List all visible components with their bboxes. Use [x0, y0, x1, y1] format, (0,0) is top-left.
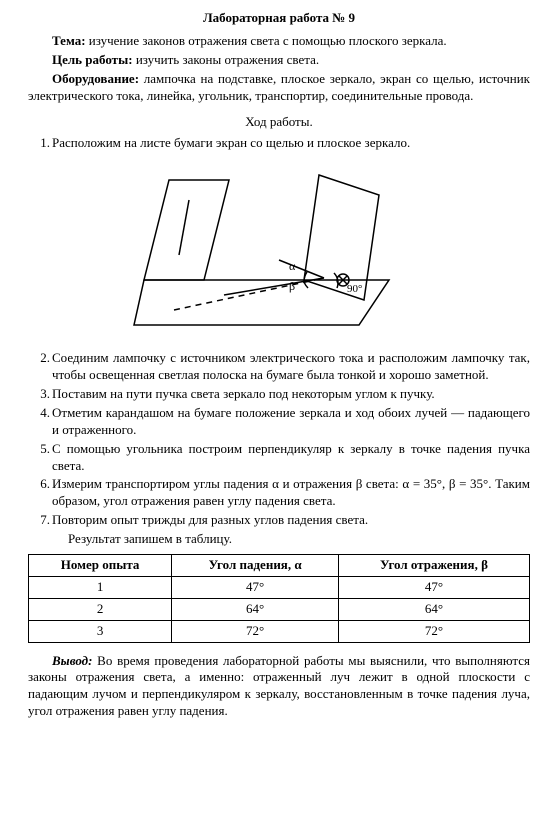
cell: 1: [29, 576, 172, 598]
conclusion-label: Вывод:: [52, 653, 92, 668]
cell: 3: [29, 620, 172, 642]
theme-paragraph: Тема: изучение законов отражения света с…: [28, 33, 530, 50]
procedure-heading: Ход работы.: [28, 114, 530, 131]
theme-label: Тема:: [52, 33, 86, 48]
step-6: 6. Измерим транспортиром углы падения α …: [28, 476, 530, 510]
step-text: С помощью угольника построим перпендикул…: [52, 441, 530, 473]
conclusion-paragraph: Вывод: Во время проведения лабораторной …: [28, 653, 530, 721]
step-text: Соединим лампочку с источником электриче…: [52, 350, 530, 382]
cell: 72°: [172, 620, 339, 642]
step-number: 1.: [28, 135, 50, 152]
equipment-paragraph: Оборудование: лампочка на подставке, пло…: [28, 71, 530, 105]
cell: 47°: [172, 576, 339, 598]
conclusion-text: Во время проведения лабораторной работы …: [28, 653, 530, 719]
theme-text: изучение законов отражения света с помощ…: [86, 33, 447, 48]
step-4: 4. Отметим карандашом на бумаге положени…: [28, 405, 530, 439]
right-angle-label: 90°: [347, 283, 362, 295]
table-row: 1 47° 47°: [29, 576, 530, 598]
results-table: Номер опыта Угол падения, α Угол отражен…: [28, 554, 530, 643]
col-header: Номер опыта: [29, 555, 172, 577]
step-3: 3. Поставим на пути пучка света зеркало …: [28, 386, 530, 403]
step-7: 7. Повторим опыт трижды для разных углов…: [28, 512, 530, 529]
equipment-label: Оборудование:: [52, 71, 139, 86]
optics-diagram: α β 90°: [129, 160, 429, 340]
cell: 64°: [172, 598, 339, 620]
step-number: 7.: [28, 512, 50, 529]
goal-paragraph: Цель работы: изучить законы отражения св…: [28, 52, 530, 69]
step-number: 4.: [28, 405, 50, 422]
alpha-label: α: [289, 259, 296, 273]
step-number: 5.: [28, 441, 50, 458]
step-5: 5. С помощью угольника построим перпенди…: [28, 441, 530, 475]
lab-title: Лабораторная работа № 9: [28, 10, 530, 27]
goal-label: Цель работы:: [52, 52, 133, 67]
goal-text: изучить законы отражения света.: [133, 52, 320, 67]
step-text: Расположим на листе бумаги экран со щель…: [52, 135, 410, 150]
cell: 72°: [338, 620, 529, 642]
cell: 64°: [338, 598, 529, 620]
col-header: Угол падения, α: [172, 555, 339, 577]
step-1: 1. Расположим на листе бумаги экран со щ…: [28, 135, 530, 152]
table-header-row: Номер опыта Угол падения, α Угол отражен…: [29, 555, 530, 577]
table-row: 2 64° 64°: [29, 598, 530, 620]
step-2: 2. Соединим лампочку с источником электр…: [28, 350, 530, 384]
cell: 47°: [338, 576, 529, 598]
step-number: 3.: [28, 386, 50, 403]
results-table-wrap: Номер опыта Угол падения, α Угол отражен…: [28, 554, 530, 643]
step-text: Отметим карандашом на бумаге положение з…: [52, 405, 530, 437]
step-number: 2.: [28, 350, 50, 367]
table-row: 3 72° 72°: [29, 620, 530, 642]
step-text: Повторим опыт трижды для разных углов па…: [52, 512, 368, 527]
col-header: Угол отражения, β: [338, 555, 529, 577]
step-text: Измерим транспортиром углы падения α и о…: [52, 476, 530, 508]
result-line: Результат запишем в таблицу.: [28, 531, 530, 548]
cell: 2: [29, 598, 172, 620]
beta-label: β: [289, 279, 295, 293]
page: Лабораторная работа № 9 Тема: изучение з…: [0, 0, 558, 740]
step-number: 6.: [28, 476, 50, 493]
step-text: Поставим на пути пучка света зеркало под…: [52, 386, 435, 401]
